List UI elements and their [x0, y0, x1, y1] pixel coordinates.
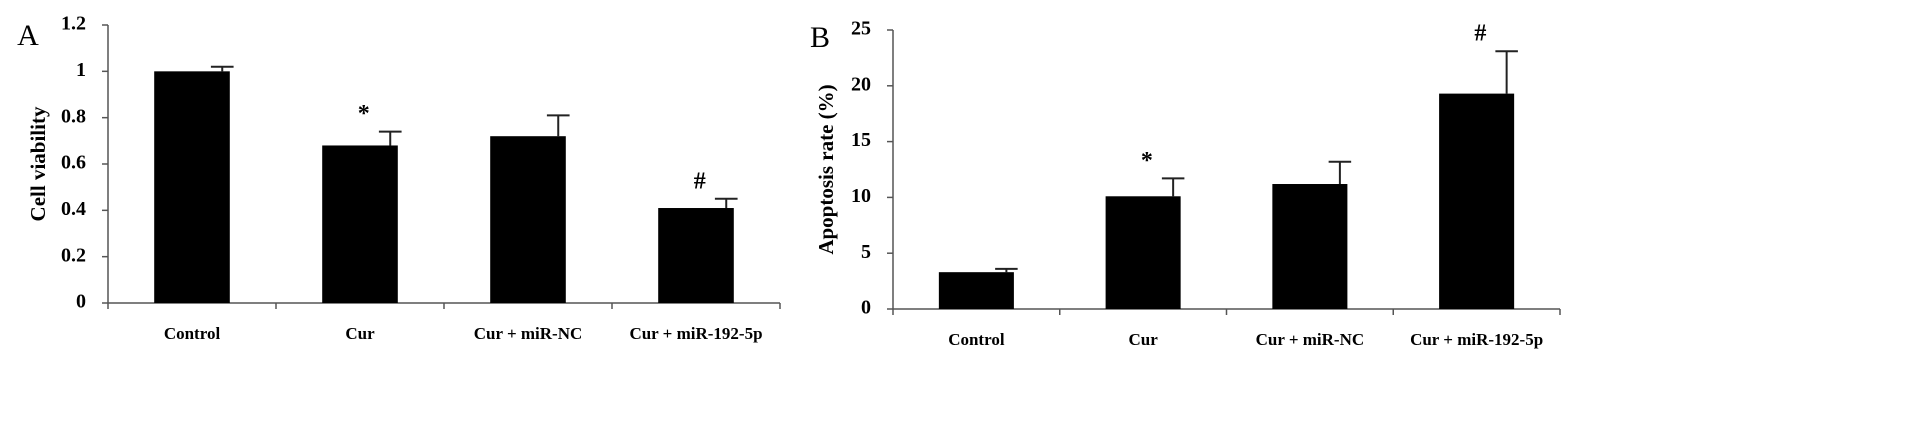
- x-tick-label: Cur + miR-NC: [474, 324, 583, 343]
- x-tick-label: Cur + miR-192-5p: [1410, 330, 1543, 349]
- bar: [490, 136, 566, 303]
- y-tick-label: 25: [851, 18, 871, 40]
- bar: [322, 145, 398, 303]
- x-tick-label: Cur + miR-192-5p: [629, 324, 762, 343]
- y-tick-label: 15: [851, 129, 871, 151]
- y-tick-label: 10: [851, 185, 871, 207]
- y-axis-label: Cell viability: [26, 106, 50, 221]
- x-tick-label: Control: [164, 324, 221, 343]
- bar: [1105, 196, 1181, 309]
- x-tick-label: Cur: [1128, 330, 1158, 349]
- annotation: *: [358, 101, 370, 127]
- y-tick-label: 1.2: [61, 13, 86, 35]
- annotation: #: [694, 168, 706, 194]
- annotation: #: [1474, 21, 1486, 47]
- y-tick-label: 0.8: [61, 105, 86, 127]
- y-tick-label: 0.4: [61, 198, 86, 220]
- x-tick-label: Cur + miR-NC: [1256, 330, 1365, 349]
- y-tick-label: 1: [76, 59, 86, 81]
- y-axis-label: Apoptosis rate (%): [814, 84, 838, 254]
- bar: [938, 272, 1014, 309]
- panel-label: B: [810, 21, 830, 54]
- y-tick-label: 0.6: [61, 152, 86, 174]
- x-tick-label: Cur: [345, 324, 375, 343]
- bar: [1272, 184, 1348, 309]
- bar: [1439, 93, 1515, 309]
- annotation: *: [1141, 148, 1153, 174]
- bar: [658, 208, 734, 303]
- panel-label: A: [17, 19, 39, 52]
- y-tick-label: 20: [851, 73, 871, 95]
- y-tick-label: 0: [76, 291, 86, 313]
- y-tick-label: 5: [861, 241, 871, 263]
- y-tick-label: 0.2: [61, 244, 86, 266]
- y-tick-label: 0: [861, 297, 871, 319]
- bar: [154, 71, 230, 303]
- x-tick-label: Control: [948, 330, 1005, 349]
